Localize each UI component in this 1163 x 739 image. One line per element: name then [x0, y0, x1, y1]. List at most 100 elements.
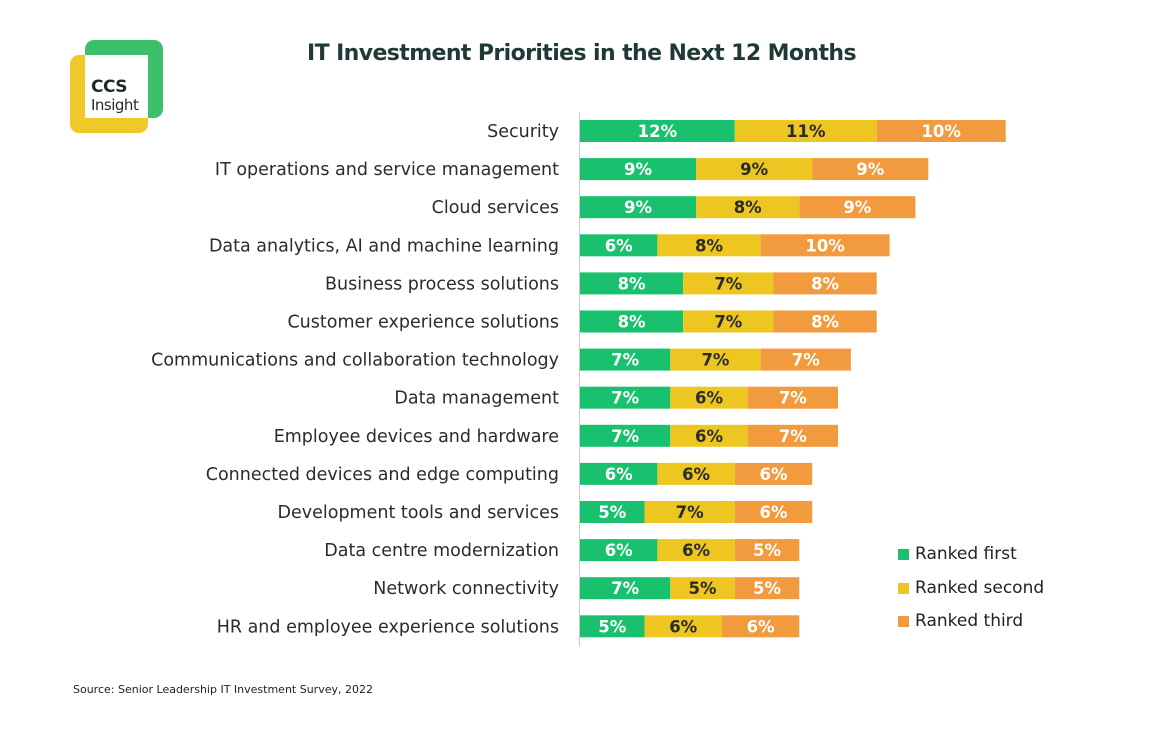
bar-ranked-first-cloud-services	[580, 196, 697, 219]
bar-ranked-second-communications-and-collaboration-technology	[670, 348, 761, 371]
data-label-ranked-first-employee-devices-and-hardware: 7%	[611, 427, 639, 446]
bar-ranked-third-communications-and-collaboration-technology	[760, 348, 851, 371]
bar-ranked-first-network-connectivity	[580, 577, 671, 600]
data-label-ranked-second-data-centre-modernization: 6%	[682, 541, 710, 560]
logo-white-center	[85, 55, 148, 118]
bar-ranked-second-cloud-services	[696, 196, 800, 219]
data-label-ranked-second-cloud-services: 8%	[734, 198, 762, 217]
ccs-insight-logo	[70, 40, 163, 133]
legend-swatch-ranked-first	[898, 549, 909, 560]
data-label-ranked-first-development-tools-and-services: 5%	[598, 503, 626, 522]
data-label-ranked-first-customer-experience-solutions: 8%	[618, 313, 646, 332]
data-label-ranked-second-data-analytics-ai-and-machine-learning: 8%	[695, 236, 723, 255]
data-label-ranked-second-network-connectivity: 5%	[689, 579, 717, 598]
data-label-ranked-third-connected-devices-and-edge-computing: 6%	[759, 465, 787, 484]
data-label-ranked-second-development-tools-and-services: 7%	[676, 503, 704, 522]
bar-ranked-second-it-operations-and-service-management	[696, 158, 813, 181]
logo-text-insight: Insight	[91, 96, 139, 114]
legend-swatch-ranked-third	[898, 616, 909, 627]
bar-ranked-third-cloud-services	[799, 196, 916, 219]
bar-ranked-second-data-analytics-ai-and-machine-learning	[657, 234, 761, 257]
data-label-ranked-third-network-connectivity: 5%	[753, 579, 781, 598]
data-label-ranked-third-data-management: 7%	[779, 389, 807, 408]
bar-ranked-third-development-tools-and-services	[734, 501, 813, 523]
bar-ranked-third-network-connectivity	[734, 577, 800, 600]
data-label-ranked-third-customer-experience-solutions: 8%	[811, 313, 839, 332]
data-label-ranked-third-hr-and-employee-experience-solutions: 6%	[747, 617, 775, 636]
category-label-communications-and-collaboration-technology: Communications and collaboration technol…	[151, 351, 559, 371]
category-label-customer-experience-solutions: Customer experience solutions	[287, 313, 559, 333]
bar-ranked-third-business-process-solutions	[773, 272, 877, 295]
bar-ranked-first-connected-devices-and-edge-computing	[580, 462, 658, 485]
bar-ranked-second-customer-experience-solutions	[683, 310, 774, 333]
bar-ranked-first-it-operations-and-service-management	[580, 158, 697, 181]
chart-title: IT Investment Priorities in the Next 12 …	[307, 41, 857, 66]
data-label-ranked-second-customer-experience-solutions: 7%	[714, 313, 742, 332]
bar-ranked-first-data-management	[580, 386, 671, 409]
category-label-business-process-solutions: Business process solutions	[325, 274, 559, 294]
bar-ranked-first-security	[580, 120, 735, 142]
bar-ranked-second-network-connectivity	[670, 577, 735, 600]
category-label-data-centre-modernization: Data centre modernization	[324, 541, 559, 561]
category-label-employee-devices-and-hardware: Employee devices and hardware	[274, 427, 559, 447]
data-label-ranked-first-security: 12%	[638, 122, 678, 141]
bar-ranked-first-hr-and-employee-experience-solutions	[580, 615, 645, 638]
bar-ranked-third-connected-devices-and-edge-computing	[734, 462, 813, 485]
data-label-ranked-second-business-process-solutions: 7%	[714, 274, 742, 293]
data-label-ranked-third-business-process-solutions: 8%	[811, 274, 839, 293]
data-label-ranked-second-security: 11%	[786, 122, 826, 141]
category-label-data-analytics-ai-and-machine-learning: Data analytics, AI and machine learning	[209, 236, 559, 256]
data-label-ranked-second-it-operations-and-service-management: 9%	[740, 160, 768, 179]
category-label-it-operations-and-service-management: IT operations and service management	[215, 160, 559, 180]
data-label-ranked-second-communications-and-collaboration-technology: 7%	[701, 351, 729, 370]
data-label-ranked-third-it-operations-and-service-management: 9%	[856, 160, 884, 179]
bar-ranked-third-data-analytics-ai-and-machine-learning	[760, 234, 890, 257]
bar-ranked-second-business-process-solutions	[683, 272, 774, 295]
data-label-ranked-third-data-analytics-ai-and-machine-learning: 10%	[805, 236, 845, 255]
category-label-security: Security	[487, 122, 559, 142]
category-label-network-connectivity: Network connectivity	[373, 579, 559, 599]
data-label-ranked-first-data-analytics-ai-and-machine-learning: 6%	[605, 236, 633, 255]
legend-label-ranked-first: Ranked first	[915, 544, 1017, 564]
bar-ranked-second-data-management	[670, 386, 748, 409]
category-label-hr-and-employee-experience-solutions: HR and employee experience solutions	[217, 617, 559, 637]
bar-ranked-second-connected-devices-and-edge-computing	[657, 462, 735, 485]
data-label-ranked-first-connected-devices-and-edge-computing: 6%	[605, 465, 633, 484]
bar-ranked-first-data-centre-modernization	[580, 539, 658, 562]
legend-swatch-ranked-second	[898, 583, 909, 594]
legend-label-ranked-third: Ranked third	[915, 611, 1024, 631]
data-label-ranked-third-communications-and-collaboration-technology: 7%	[792, 351, 820, 370]
bar-ranked-first-employee-devices-and-hardware	[580, 424, 671, 447]
bar-ranked-first-development-tools-and-services	[580, 501, 645, 523]
bar-ranked-first-communications-and-collaboration-technology	[580, 348, 671, 371]
logo-text-ccs: CCS	[91, 77, 128, 97]
data-label-ranked-second-employee-devices-and-hardware: 6%	[695, 427, 723, 446]
data-label-ranked-first-network-connectivity: 7%	[611, 579, 639, 598]
data-label-ranked-second-hr-and-employee-experience-solutions: 6%	[669, 617, 697, 636]
data-label-ranked-second-data-management: 6%	[695, 389, 723, 408]
data-label-ranked-third-data-centre-modernization: 5%	[753, 541, 781, 560]
bar-ranked-third-it-operations-and-service-management	[812, 158, 929, 181]
data-label-ranked-third-security: 10%	[921, 122, 961, 141]
bar-ranked-third-data-management	[747, 386, 838, 409]
bar-ranked-third-employee-devices-and-hardware	[747, 424, 838, 447]
data-label-ranked-first-data-management: 7%	[611, 389, 639, 408]
category-label-development-tools-and-services: Development tools and services	[278, 503, 559, 523]
source-note: Source: Senior Leadership IT Investment …	[73, 683, 373, 696]
data-label-ranked-third-cloud-services: 9%	[843, 198, 871, 217]
category-label-connected-devices-and-edge-computing: Connected devices and edge computing	[206, 465, 559, 485]
bar-ranked-third-customer-experience-solutions	[773, 310, 877, 333]
data-label-ranked-second-connected-devices-and-edge-computing: 6%	[682, 465, 710, 484]
bar-ranked-first-data-analytics-ai-and-machine-learning	[580, 234, 658, 257]
bar-ranked-second-security	[734, 120, 877, 142]
data-label-ranked-first-data-centre-modernization: 6%	[605, 541, 633, 560]
legend-label-ranked-second: Ranked second	[915, 578, 1045, 598]
bar-ranked-second-data-centre-modernization	[657, 539, 735, 562]
category-label-cloud-services: Cloud services	[432, 198, 559, 218]
data-label-ranked-first-cloud-services: 9%	[624, 198, 652, 217]
data-label-ranked-first-it-operations-and-service-management: 9%	[624, 160, 652, 179]
bar-ranked-second-employee-devices-and-hardware	[670, 424, 748, 447]
bar-ranked-first-customer-experience-solutions	[580, 310, 684, 333]
data-label-ranked-first-business-process-solutions: 8%	[618, 274, 646, 293]
data-label-ranked-first-hr-and-employee-experience-solutions: 5%	[598, 617, 626, 636]
